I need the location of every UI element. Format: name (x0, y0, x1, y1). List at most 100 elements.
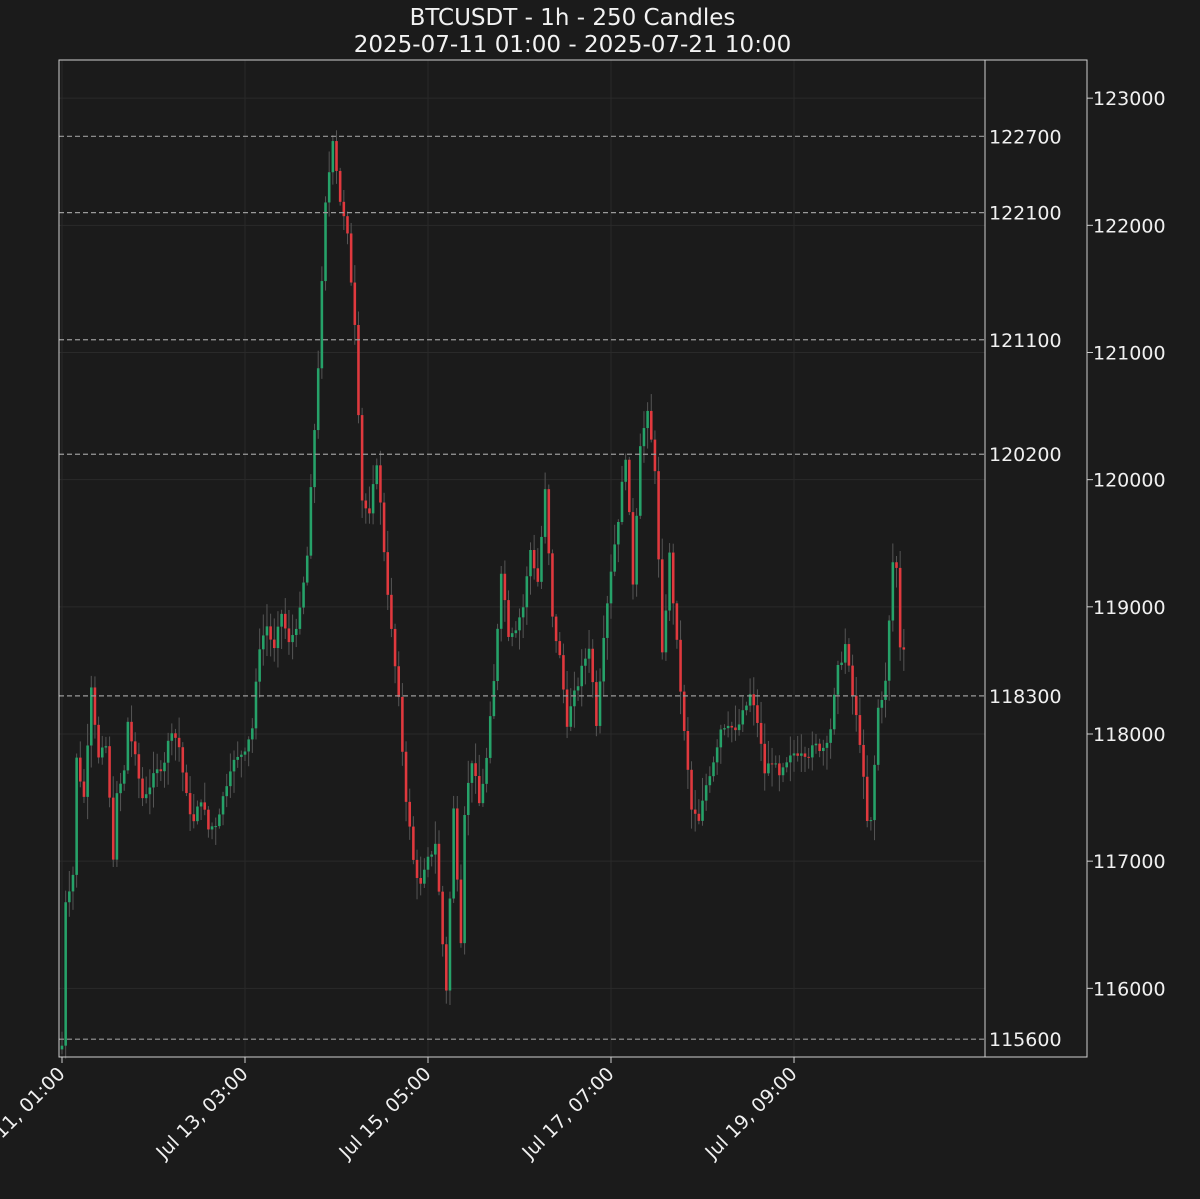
candle-up (452, 808, 455, 899)
candle-up (331, 141, 335, 173)
candle-down (338, 170, 342, 202)
candle-up (75, 757, 78, 875)
candle-down (595, 682, 598, 726)
candle-up (521, 607, 525, 618)
candle-up (119, 783, 122, 794)
candle-up (811, 745, 814, 758)
candle-up (514, 630, 518, 634)
candle-down (412, 826, 415, 860)
candle-down (547, 489, 551, 554)
candle-up (86, 745, 89, 797)
x-tick-label: Jul 17, 07:00 (517, 1063, 618, 1164)
candle-up (664, 610, 668, 653)
candle-up (704, 785, 708, 801)
candle-up (598, 681, 602, 726)
level-label: 120200 (989, 444, 1062, 466)
candle-up (510, 633, 514, 637)
candle-up (316, 368, 320, 431)
candle-down (382, 502, 386, 553)
level-label: 118300 (989, 686, 1062, 708)
candle-down (353, 282, 357, 325)
candle-up (726, 725, 730, 729)
y-tick-label: 117000 (1093, 851, 1166, 873)
candle-up (262, 635, 265, 650)
candle-down (97, 724, 100, 758)
candle-up (210, 826, 214, 830)
level-label: 122100 (989, 203, 1062, 225)
candle-down (558, 641, 562, 656)
candle-down (536, 568, 540, 582)
candle-up (170, 733, 174, 741)
candle-up (144, 794, 148, 799)
candle-up (218, 814, 221, 827)
candle-down (273, 639, 276, 649)
candle-down (364, 500, 368, 509)
candle-down (628, 459, 631, 513)
candle-down (902, 647, 906, 650)
level-label: 121100 (989, 330, 1062, 352)
candle-down (653, 439, 657, 472)
candle-down (108, 746, 111, 798)
candle-up (163, 762, 166, 772)
y-tick-label: 121000 (1093, 342, 1166, 364)
candle-up (291, 635, 294, 643)
candle-layer (60, 130, 906, 1059)
candle-down (865, 776, 869, 821)
candle-down (671, 552, 675, 604)
candle-up (302, 582, 305, 608)
candle-up (843, 644, 847, 663)
candle-up (529, 549, 532, 577)
y-tick-label: 120000 (1093, 470, 1166, 492)
y-tick-label: 123000 (1093, 88, 1166, 110)
candle-up (375, 465, 379, 485)
candle-up (488, 716, 492, 758)
candle-up (448, 898, 452, 991)
candle-down (415, 859, 419, 878)
candle-up (258, 649, 261, 682)
candle-up (221, 796, 225, 815)
candle-down (686, 731, 690, 770)
candle-up (785, 762, 788, 768)
candle-up (569, 706, 573, 727)
candle-down (752, 694, 756, 706)
candle-down (269, 626, 272, 640)
candle-up (884, 680, 887, 700)
candle-up (792, 753, 796, 756)
chart-subtitle: 2025-07-11 01:00 - 2025-07-21 10:00 (353, 32, 792, 58)
candle-down (130, 721, 133, 742)
candle-up (320, 281, 324, 369)
plot-frame (58, 59, 1088, 1058)
candle-up (719, 729, 723, 748)
candle-down (862, 744, 865, 777)
candle-up (822, 747, 825, 752)
candle-down (697, 813, 701, 821)
candle-up (71, 874, 75, 892)
candle-down (898, 567, 902, 648)
candle-up (891, 562, 895, 621)
candle-down (503, 573, 507, 601)
candle-up (499, 573, 503, 629)
y-tick-label: 118000 (1093, 724, 1166, 746)
candle-up (148, 787, 152, 795)
candle-down (357, 324, 360, 416)
x-tick-label: Jul 19, 09:00 (700, 1063, 801, 1164)
candle-up (196, 806, 199, 822)
level-label: 122700 (989, 126, 1062, 148)
candle-down (459, 879, 463, 944)
candle-up (789, 755, 792, 763)
candle-up (214, 826, 218, 828)
candle-up (481, 783, 485, 804)
candle-down (82, 781, 86, 797)
candle-up (723, 728, 726, 730)
candle-down (207, 809, 210, 830)
candle-down (770, 763, 774, 765)
candle-down (649, 410, 653, 440)
candle-down (456, 808, 459, 880)
candle-up (68, 891, 71, 903)
candle-up (115, 793, 119, 860)
candle-up (430, 854, 433, 857)
candle-up (309, 487, 313, 556)
candle-down (854, 695, 858, 716)
candle-down (349, 233, 353, 283)
candle-up (276, 626, 280, 649)
